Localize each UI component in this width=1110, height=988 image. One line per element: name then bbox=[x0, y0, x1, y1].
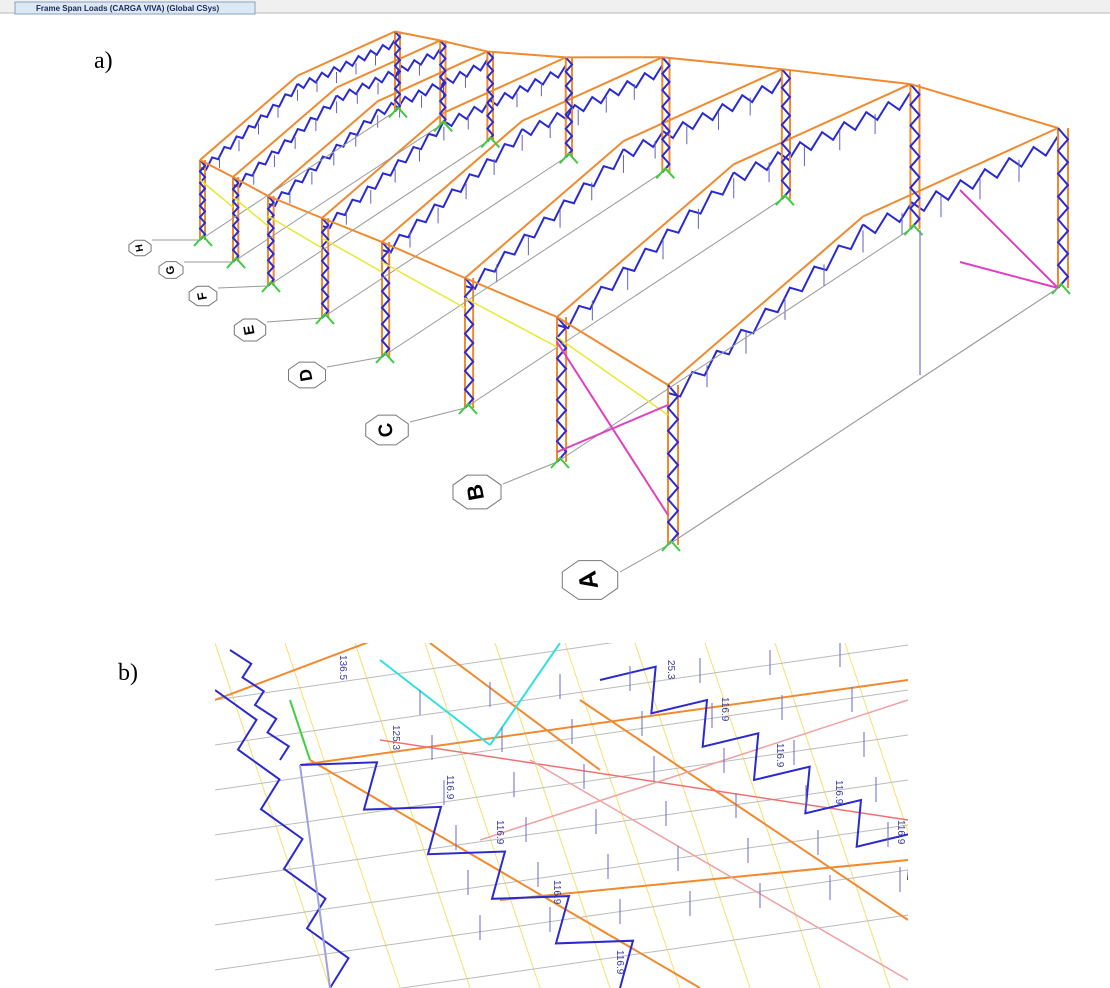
member bbox=[503, 462, 557, 484]
member bbox=[215, 735, 908, 835]
member bbox=[440, 40, 487, 51]
load-label: 116.9 bbox=[774, 743, 785, 768]
truss bbox=[1058, 128, 1068, 288]
member bbox=[668, 288, 1058, 545]
truss bbox=[600, 667, 912, 880]
member bbox=[410, 408, 465, 422]
truss bbox=[337, 48, 441, 100]
truss bbox=[782, 69, 790, 199]
member bbox=[465, 278, 557, 317]
member bbox=[382, 242, 465, 278]
truss bbox=[557, 172, 734, 328]
member bbox=[355, 643, 470, 988]
member bbox=[215, 780, 908, 880]
load-label: 136.5 bbox=[337, 655, 348, 680]
truss bbox=[268, 109, 378, 206]
truss bbox=[382, 242, 389, 357]
member bbox=[444, 57, 566, 112]
member bbox=[327, 357, 382, 367]
member bbox=[300, 765, 330, 988]
member bbox=[298, 32, 396, 76]
member bbox=[782, 69, 911, 84]
member bbox=[557, 317, 668, 385]
member bbox=[557, 164, 734, 317]
member bbox=[620, 545, 668, 572]
truss bbox=[522, 65, 662, 135]
member bbox=[960, 190, 1058, 288]
load-label: 116.9 bbox=[444, 775, 455, 800]
panel-label: b) bbox=[118, 660, 138, 686]
truss bbox=[233, 95, 337, 186]
truss bbox=[623, 77, 781, 156]
member bbox=[382, 121, 522, 242]
member bbox=[233, 87, 337, 177]
model-view-a: ABCDEFGH bbox=[129, 32, 1070, 600]
member bbox=[322, 238, 382, 272]
load-label: 125.3 bbox=[390, 725, 401, 750]
member bbox=[465, 298, 557, 347]
truss bbox=[668, 385, 678, 545]
truss bbox=[662, 57, 669, 172]
member bbox=[267, 318, 322, 322]
load-label: 25.3 bbox=[665, 660, 676, 680]
member bbox=[322, 157, 566, 318]
member bbox=[662, 57, 782, 69]
screenshot: Frame Span Loads (CARGA VIVA) (Global CS… bbox=[0, 0, 1110, 988]
member bbox=[734, 84, 911, 164]
panel-label: a) bbox=[94, 48, 113, 74]
load-label: 116.9 bbox=[614, 950, 625, 975]
member bbox=[910, 84, 1058, 128]
member bbox=[200, 76, 298, 160]
model-view-b: 136.5 125.3 25.3 116.9 116.9 116.9 116.9 116.9 1… bbox=[215, 600, 1100, 988]
member bbox=[668, 217, 863, 386]
load-label: 116.9 bbox=[551, 880, 562, 905]
load-label: 116.9 bbox=[833, 780, 844, 805]
truss bbox=[230, 650, 289, 760]
member bbox=[218, 286, 268, 288]
member bbox=[557, 229, 910, 462]
member bbox=[215, 600, 908, 700]
page: Frame Span Loads (CARGA VIVA) (Global CS… bbox=[0, 0, 1110, 988]
truss bbox=[322, 121, 444, 228]
member bbox=[382, 172, 662, 357]
member bbox=[863, 128, 1058, 217]
member bbox=[215, 643, 330, 988]
member bbox=[425, 643, 540, 988]
member bbox=[465, 141, 623, 278]
load-label: 116.9 bbox=[494, 820, 505, 845]
member bbox=[300, 680, 908, 765]
member bbox=[487, 51, 565, 57]
member bbox=[285, 643, 400, 988]
truss bbox=[465, 149, 623, 289]
member bbox=[268, 141, 487, 286]
member bbox=[322, 218, 382, 242]
member bbox=[845, 643, 960, 988]
member bbox=[557, 337, 668, 415]
load-label: 116.9 bbox=[895, 820, 906, 845]
tab-title: Frame Span Loads (CARGA VIVA) (Global CS… bbox=[36, 4, 219, 13]
truss bbox=[668, 225, 863, 397]
member bbox=[985, 643, 1100, 988]
member bbox=[322, 113, 444, 218]
member bbox=[915, 643, 1030, 988]
member bbox=[557, 405, 668, 452]
truss bbox=[300, 762, 633, 988]
load-label: 116.9 bbox=[719, 697, 730, 722]
truss bbox=[200, 84, 298, 170]
truss bbox=[734, 92, 911, 180]
member bbox=[268, 101, 378, 196]
member bbox=[960, 262, 1058, 288]
member bbox=[395, 32, 440, 41]
member bbox=[382, 262, 465, 308]
member bbox=[623, 69, 781, 141]
truss bbox=[863, 136, 1058, 233]
member bbox=[268, 196, 322, 218]
truss bbox=[215, 690, 349, 988]
member bbox=[465, 199, 782, 408]
